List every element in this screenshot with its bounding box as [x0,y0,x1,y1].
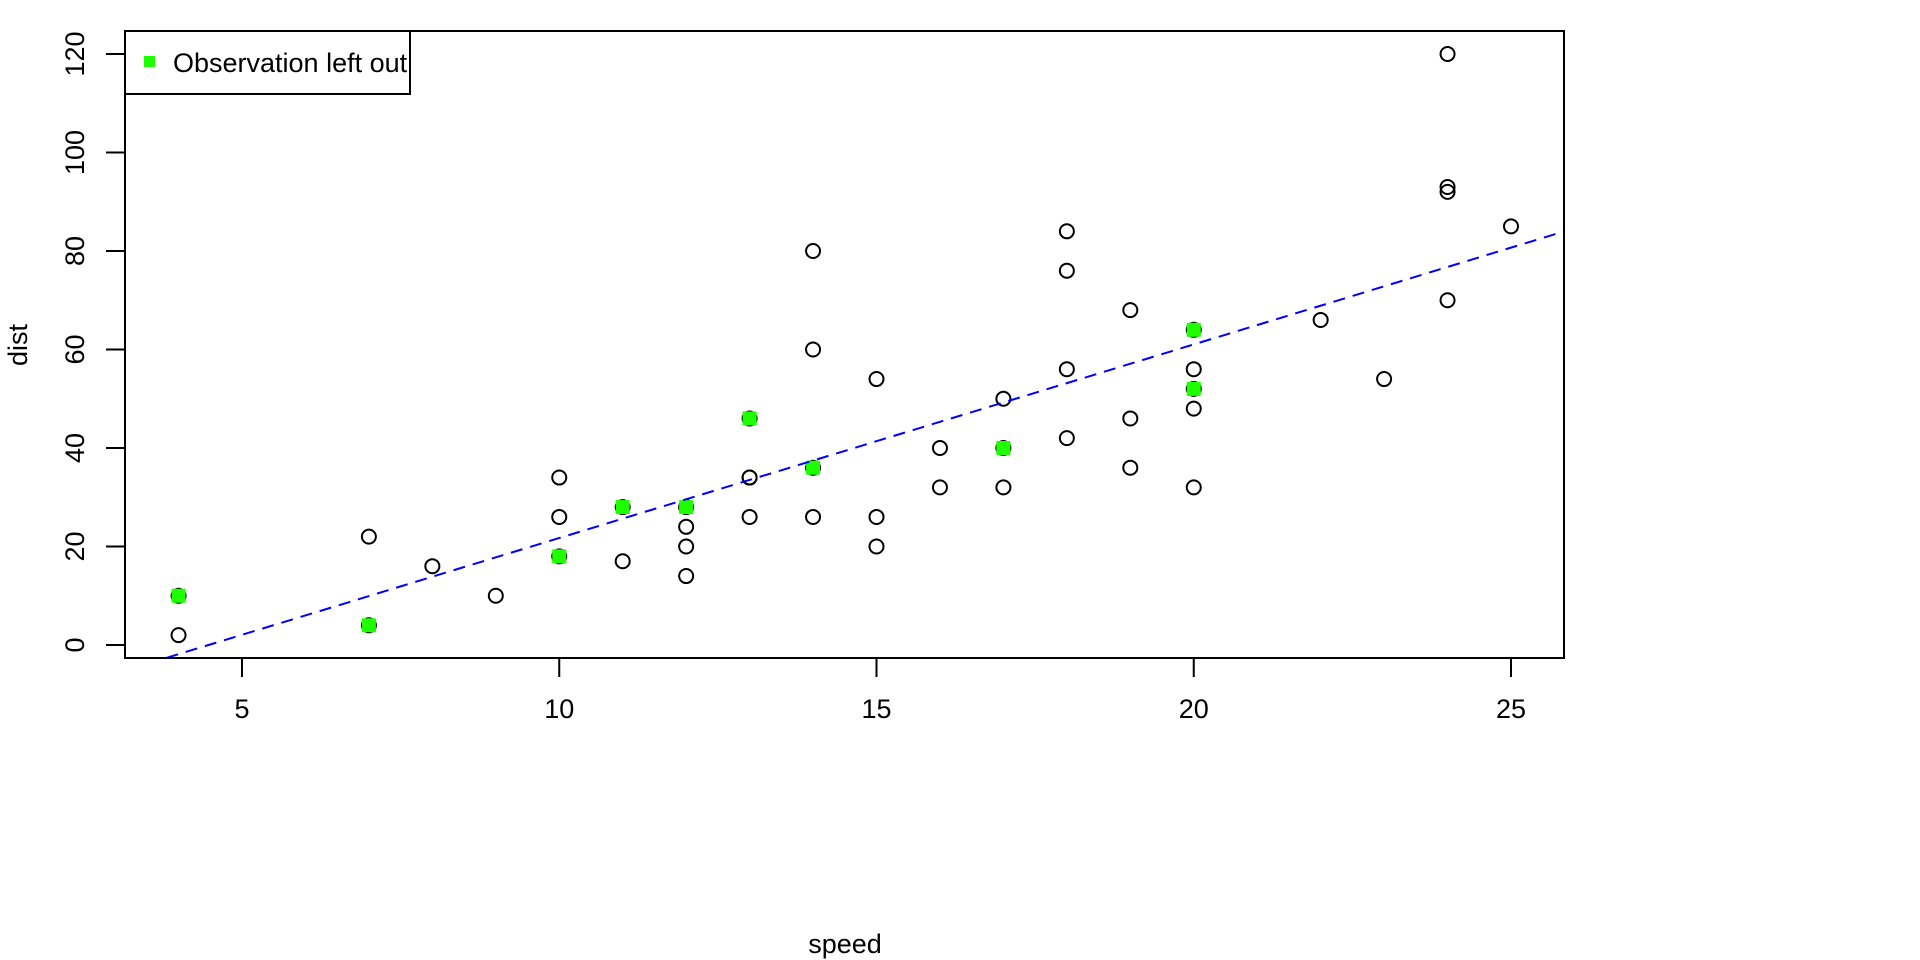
left-out-point [615,500,630,515]
x-tick-label: 10 [544,694,574,724]
data-point [1122,410,1139,427]
y-axis: 0 20 40 60 80 100 120 [60,31,125,653]
data-point [868,371,885,388]
data-point [1439,178,1456,195]
legend-box [124,30,411,95]
y-tick-label: 120 [60,31,90,76]
left-out-point [552,549,567,564]
x-tick-label: 20 [1179,694,1209,724]
x-tick-label: 25 [1496,694,1526,724]
data-point [805,341,822,358]
data-point [551,469,568,486]
y-axis-title: dist [3,324,33,367]
data-point [1058,430,1075,447]
x-axis: 5 10 15 20 25 [234,658,1526,724]
data-point [1185,479,1202,496]
x-tick-label: 5 [234,694,249,724]
data-point [805,508,822,525]
data-point [487,587,504,604]
data-point [1439,183,1456,200]
regression-line [166,230,1565,659]
left-out-point [806,460,821,475]
data-point [678,538,695,555]
data-point [551,508,568,525]
data-point [931,479,948,496]
data-points [170,46,1519,644]
data-point [1503,218,1519,235]
data-point [1058,223,1075,240]
data-point [1439,292,1456,309]
data-point [170,627,187,644]
data-point [1122,302,1139,319]
data-point [1058,262,1075,279]
x-axis-title: speed [808,929,882,959]
data-point [995,390,1012,407]
y-tick-label: 0 [60,637,90,652]
data-point [1122,459,1139,476]
data-point [678,518,695,535]
y-tick-label: 20 [60,531,90,561]
data-point [931,440,948,456]
data-point [805,243,822,259]
data-point [1439,46,1456,62]
left-out-points [170,321,1202,634]
data-point [360,528,377,545]
left-out-point [996,441,1011,455]
left-out-point [1186,322,1201,337]
left-out-point [171,588,186,603]
data-point [741,508,758,525]
left-out-point [742,411,757,426]
left-out-point [679,500,694,515]
y-tick-label: 40 [60,433,90,463]
data-point [1058,361,1075,378]
x-tick-label: 15 [861,694,891,724]
data-point [1376,371,1393,388]
legend-label: Observation left out [173,48,408,78]
y-tick-label: 80 [60,236,90,266]
data-point [678,568,695,585]
data-point [424,558,441,575]
plot-frame [124,30,1565,659]
left-out-point [1186,381,1201,396]
y-tick-label: 60 [60,334,90,364]
data-point [1185,400,1202,417]
legend-square-icon [144,56,155,67]
data-point [1185,361,1202,378]
data-point [1312,311,1329,328]
y-tick-label: 100 [60,130,90,175]
regression-line-path [166,230,1565,659]
data-point [868,538,885,555]
data-point [741,469,758,486]
data-point [868,508,885,525]
data-point [995,479,1012,496]
legend: Observation left out [124,30,411,95]
data-point [614,553,631,570]
left-out-point [361,618,376,633]
